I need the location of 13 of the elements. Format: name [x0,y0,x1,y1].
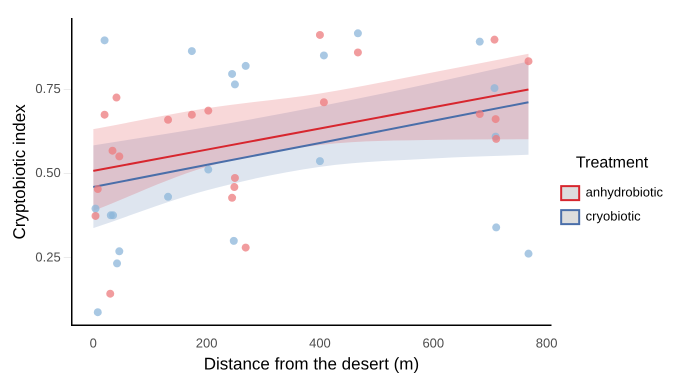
x-tick-label: 200 [196,335,218,350]
legend-title: Treatment [576,154,649,172]
legend-label: anhydrobiotic [586,184,664,200]
y-tick-label: 0.75 [35,81,61,96]
legend-label: cryobiotic [586,208,642,224]
y-tick-label: 0.50 [35,165,61,180]
x-tick-label: 800 [536,335,558,350]
x-tick-label: 400 [309,335,331,350]
y-tick-label: 0.25 [35,249,61,264]
x-tick-label: 0 [90,335,97,350]
x-axis-title: Distance from the desert (m) [204,354,420,374]
x-tick-label: 600 [422,335,444,350]
y-axis-title: Cryptobiotic index [10,104,29,240]
